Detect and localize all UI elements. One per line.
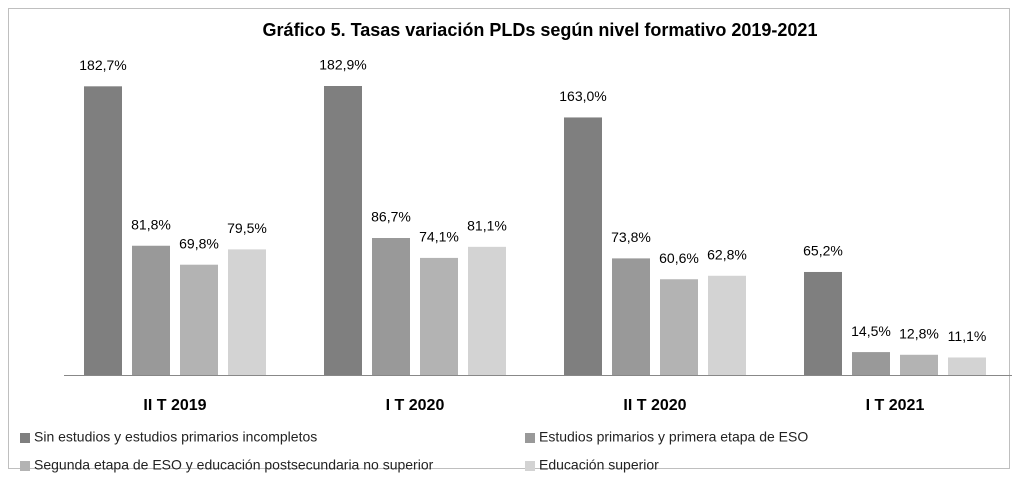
chart-frame (8, 8, 1010, 469)
data-label: 81,8% (131, 216, 171, 232)
legend-label: Estudios primarios y primera etapa de ES… (539, 429, 808, 445)
x-tick-label: II T 2020 (623, 397, 686, 414)
bar (132, 245, 170, 375)
bar (468, 246, 506, 375)
bar (324, 86, 362, 375)
legend-swatch (525, 433, 535, 443)
x-tick-label: II T 2019 (143, 397, 206, 414)
data-label: 69,8% (179, 235, 219, 251)
bar (612, 258, 650, 375)
x-tick-label: I T 2020 (386, 397, 445, 414)
data-label: 79,5% (227, 220, 267, 236)
bar (708, 275, 746, 375)
legend-swatch (20, 461, 30, 471)
bar (84, 86, 122, 376)
data-label: 86,7% (371, 209, 411, 225)
data-label: 73,8% (611, 229, 651, 245)
bar (372, 238, 410, 375)
data-label: 12,8% (899, 325, 939, 341)
bar (660, 279, 698, 375)
data-label: 65,2% (803, 243, 843, 259)
bar (564, 117, 602, 375)
legend-swatch (20, 433, 30, 443)
data-label: 14,5% (851, 323, 891, 339)
bar (900, 354, 938, 375)
bar (228, 249, 266, 375)
legend-label: Sin estudios y estudios primarios incomp… (34, 429, 317, 445)
bar (804, 271, 842, 375)
data-label: 163,0% (559, 88, 606, 104)
data-label: 62,8% (707, 246, 747, 262)
x-tick-label: I T 2021 (866, 397, 925, 414)
legend-label: Segunda etapa de ESO y educación postsec… (34, 457, 434, 473)
legend-swatch (525, 461, 535, 471)
bar (180, 264, 218, 375)
data-label: 74,1% (419, 229, 459, 245)
data-label: 60,6% (659, 250, 699, 266)
data-label: 182,7% (79, 57, 126, 73)
bar (420, 257, 458, 375)
legend-label: Educación superior (539, 457, 659, 473)
bar (852, 352, 890, 375)
data-label: 81,1% (467, 218, 507, 234)
data-label: 11,1% (948, 328, 987, 344)
chart-title: Gráfico 5. Tasas variación PLDs según ni… (263, 20, 818, 40)
data-label: 182,9% (319, 57, 366, 73)
bar (948, 357, 986, 375)
